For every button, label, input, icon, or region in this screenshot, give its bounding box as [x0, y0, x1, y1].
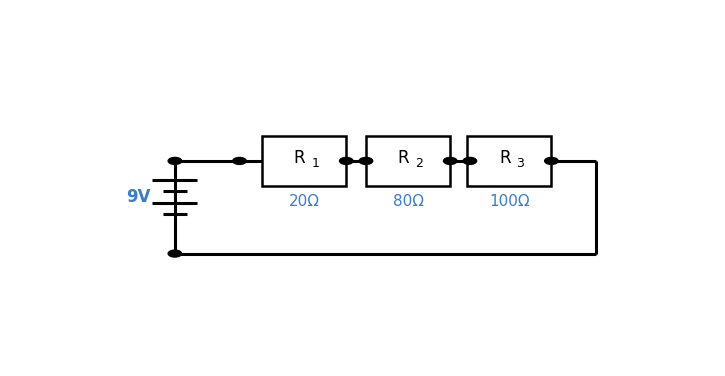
Text: R: R [499, 149, 510, 167]
Circle shape [444, 158, 457, 164]
Text: 20Ω: 20Ω [289, 194, 320, 209]
FancyBboxPatch shape [467, 136, 551, 185]
Circle shape [339, 158, 353, 164]
FancyBboxPatch shape [262, 136, 347, 185]
FancyBboxPatch shape [366, 136, 450, 185]
Circle shape [359, 158, 373, 164]
Text: R: R [398, 149, 410, 167]
Text: 2: 2 [415, 157, 423, 170]
Text: 3: 3 [516, 157, 524, 170]
Circle shape [463, 158, 476, 164]
Circle shape [233, 158, 246, 164]
Circle shape [544, 158, 558, 164]
Text: 9V: 9V [126, 188, 151, 206]
Circle shape [168, 158, 182, 164]
Text: R: R [294, 149, 305, 167]
Text: 1: 1 [312, 157, 319, 170]
Circle shape [168, 250, 182, 257]
Text: 80Ω: 80Ω [392, 194, 423, 209]
Text: 100Ω: 100Ω [489, 194, 529, 209]
